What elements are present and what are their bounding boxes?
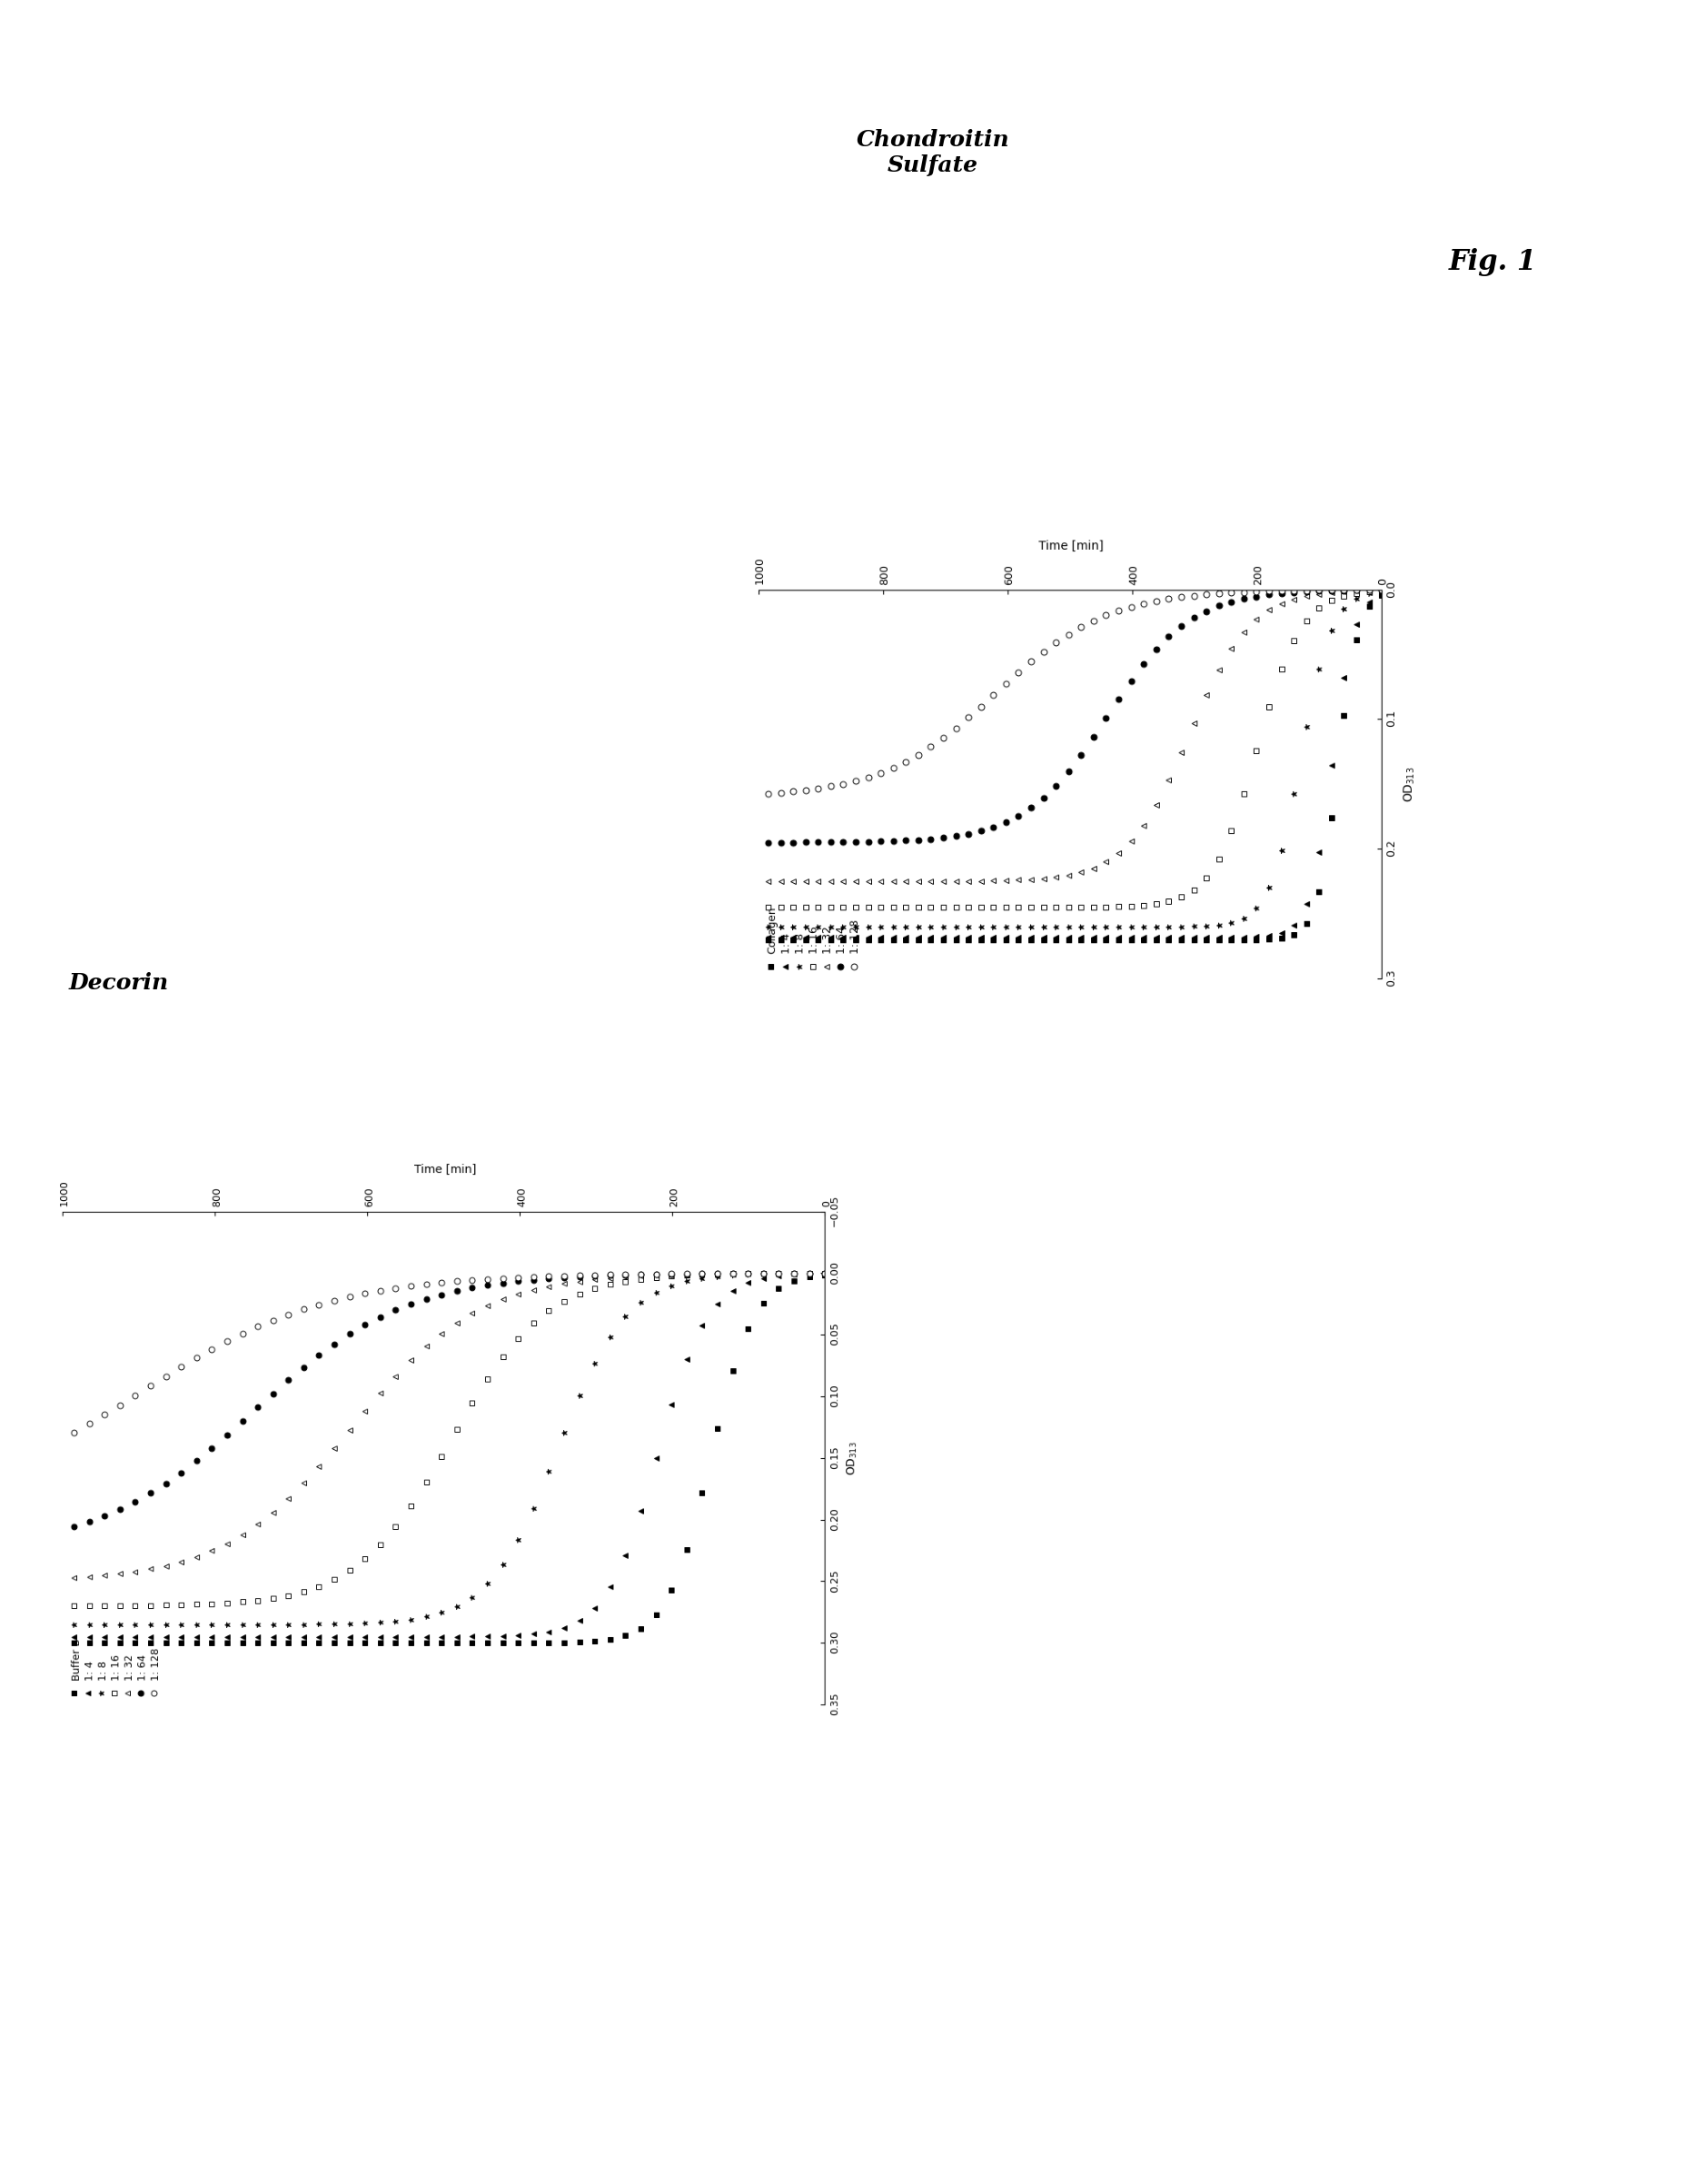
Text: Chondroitin
Sulfate: Chondroitin Sulfate: [856, 129, 1009, 177]
Text: Decorin: Decorin: [70, 972, 168, 994]
Text: Fig. 1: Fig. 1: [1448, 249, 1537, 275]
